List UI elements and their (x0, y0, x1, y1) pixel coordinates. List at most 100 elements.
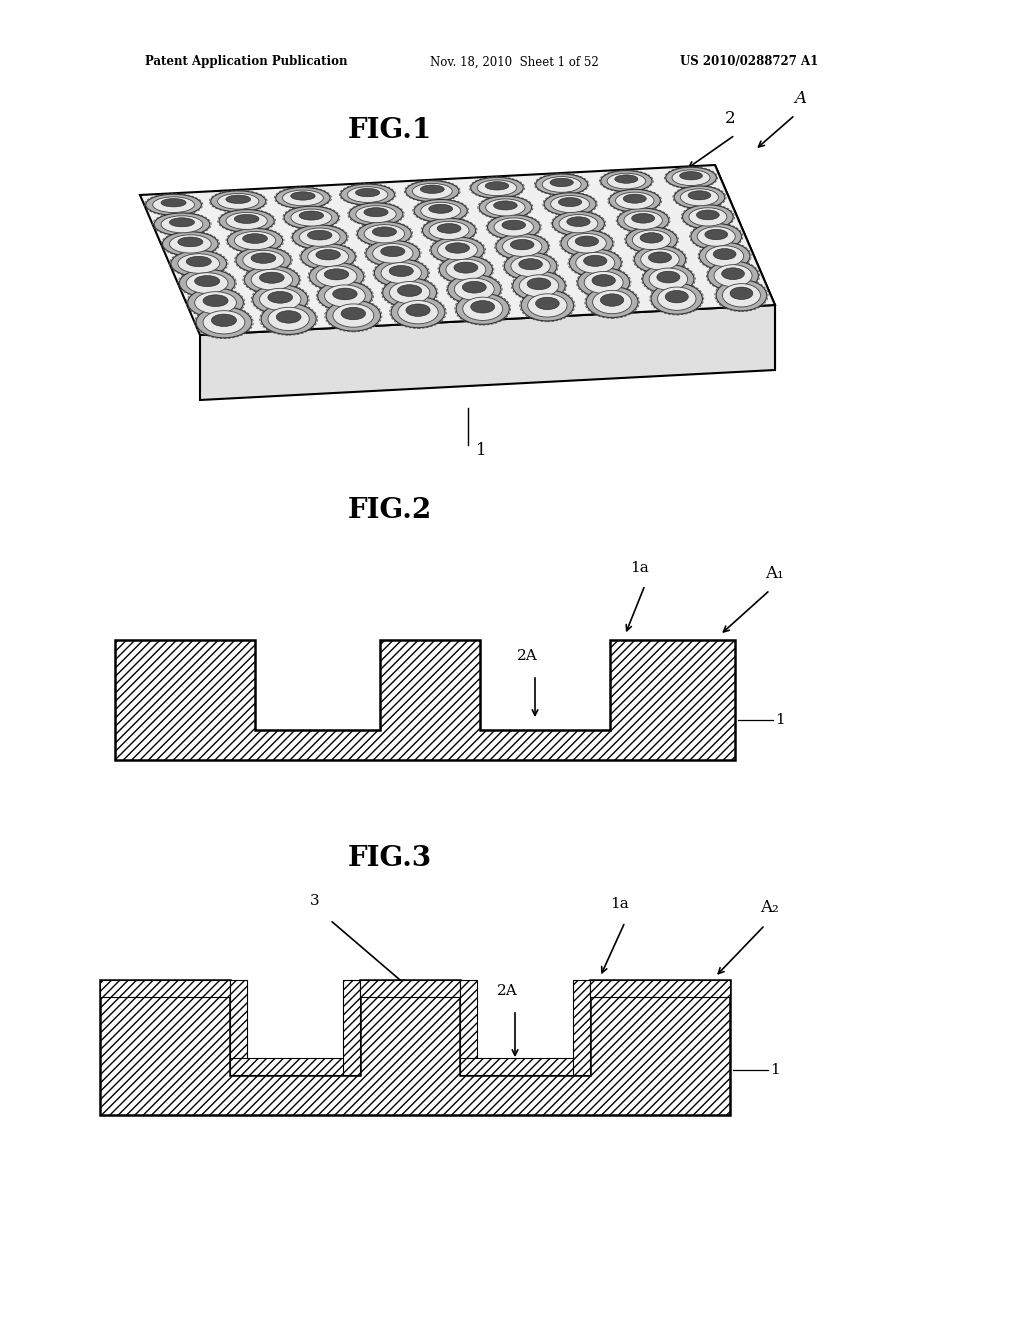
Ellipse shape (389, 281, 430, 304)
Ellipse shape (666, 168, 717, 189)
Ellipse shape (672, 170, 710, 186)
Ellipse shape (633, 230, 671, 249)
Ellipse shape (519, 259, 543, 269)
Polygon shape (460, 1059, 590, 1074)
Ellipse shape (462, 281, 486, 293)
Ellipse shape (536, 174, 588, 195)
Ellipse shape (705, 230, 728, 240)
Ellipse shape (708, 261, 759, 290)
Ellipse shape (730, 286, 753, 300)
Ellipse shape (578, 268, 630, 297)
Ellipse shape (341, 308, 366, 319)
Ellipse shape (445, 259, 485, 280)
Ellipse shape (179, 269, 236, 297)
Ellipse shape (477, 180, 517, 195)
Ellipse shape (283, 190, 324, 206)
Polygon shape (715, 165, 775, 370)
Ellipse shape (186, 273, 228, 293)
Ellipse shape (585, 272, 624, 293)
Ellipse shape (521, 290, 573, 321)
Ellipse shape (153, 197, 195, 213)
Ellipse shape (649, 268, 687, 290)
Polygon shape (100, 979, 230, 997)
Ellipse shape (593, 290, 632, 314)
Ellipse shape (716, 280, 767, 310)
Ellipse shape (487, 215, 540, 239)
Ellipse shape (559, 215, 598, 232)
Ellipse shape (706, 246, 743, 267)
Ellipse shape (691, 223, 741, 249)
Ellipse shape (243, 234, 267, 243)
Ellipse shape (268, 292, 293, 304)
Text: 1: 1 (775, 713, 784, 727)
Ellipse shape (355, 206, 396, 223)
Ellipse shape (261, 304, 316, 334)
Ellipse shape (268, 308, 309, 330)
Ellipse shape (397, 285, 422, 297)
Text: 2: 2 (725, 110, 735, 127)
Ellipse shape (275, 187, 330, 209)
Ellipse shape (447, 275, 501, 304)
Ellipse shape (657, 286, 696, 310)
Ellipse shape (195, 276, 220, 286)
Text: A₂: A₂ (760, 899, 778, 916)
Ellipse shape (641, 249, 679, 269)
Ellipse shape (485, 182, 509, 190)
Ellipse shape (203, 294, 228, 306)
Ellipse shape (389, 265, 414, 276)
Ellipse shape (674, 186, 725, 209)
Ellipse shape (463, 297, 503, 321)
Ellipse shape (699, 243, 750, 269)
Ellipse shape (510, 239, 534, 249)
Text: FIG.3: FIG.3 (348, 845, 432, 871)
Ellipse shape (550, 178, 573, 186)
Text: Nov. 18, 2010  Sheet 1 of 52: Nov. 18, 2010 Sheet 1 of 52 (430, 55, 599, 69)
Ellipse shape (586, 286, 638, 318)
Text: FIG.2: FIG.2 (348, 496, 432, 524)
Ellipse shape (634, 246, 686, 273)
Ellipse shape (349, 203, 402, 226)
Ellipse shape (161, 215, 203, 232)
Ellipse shape (640, 232, 664, 243)
Ellipse shape (536, 297, 559, 310)
Ellipse shape (211, 314, 237, 326)
Ellipse shape (326, 300, 381, 331)
Ellipse shape (253, 285, 308, 314)
Ellipse shape (154, 213, 210, 235)
Ellipse shape (299, 211, 324, 220)
Ellipse shape (276, 310, 301, 323)
Ellipse shape (341, 183, 394, 205)
Ellipse shape (513, 271, 565, 301)
Ellipse shape (607, 173, 645, 189)
Ellipse shape (226, 213, 267, 230)
Ellipse shape (569, 249, 622, 277)
Ellipse shape (651, 284, 702, 314)
Ellipse shape (291, 209, 332, 226)
Polygon shape (360, 979, 460, 997)
Ellipse shape (169, 218, 195, 227)
Ellipse shape (186, 256, 211, 267)
Polygon shape (100, 979, 730, 1115)
Ellipse shape (696, 210, 719, 219)
Text: 1a: 1a (610, 898, 629, 911)
Ellipse shape (471, 301, 495, 313)
Ellipse shape (301, 244, 355, 269)
Ellipse shape (421, 202, 461, 219)
Ellipse shape (494, 201, 517, 210)
Ellipse shape (259, 288, 301, 310)
Ellipse shape (575, 236, 599, 247)
Ellipse shape (315, 249, 340, 260)
Ellipse shape (592, 275, 615, 286)
Ellipse shape (502, 220, 525, 230)
Ellipse shape (398, 301, 438, 323)
Polygon shape (230, 1059, 360, 1074)
Ellipse shape (234, 231, 275, 249)
Ellipse shape (714, 248, 736, 260)
Ellipse shape (364, 207, 388, 216)
Ellipse shape (626, 227, 677, 253)
Ellipse shape (366, 240, 420, 267)
Polygon shape (590, 979, 730, 997)
Ellipse shape (494, 218, 534, 236)
Ellipse shape (178, 238, 203, 247)
Ellipse shape (723, 284, 761, 308)
